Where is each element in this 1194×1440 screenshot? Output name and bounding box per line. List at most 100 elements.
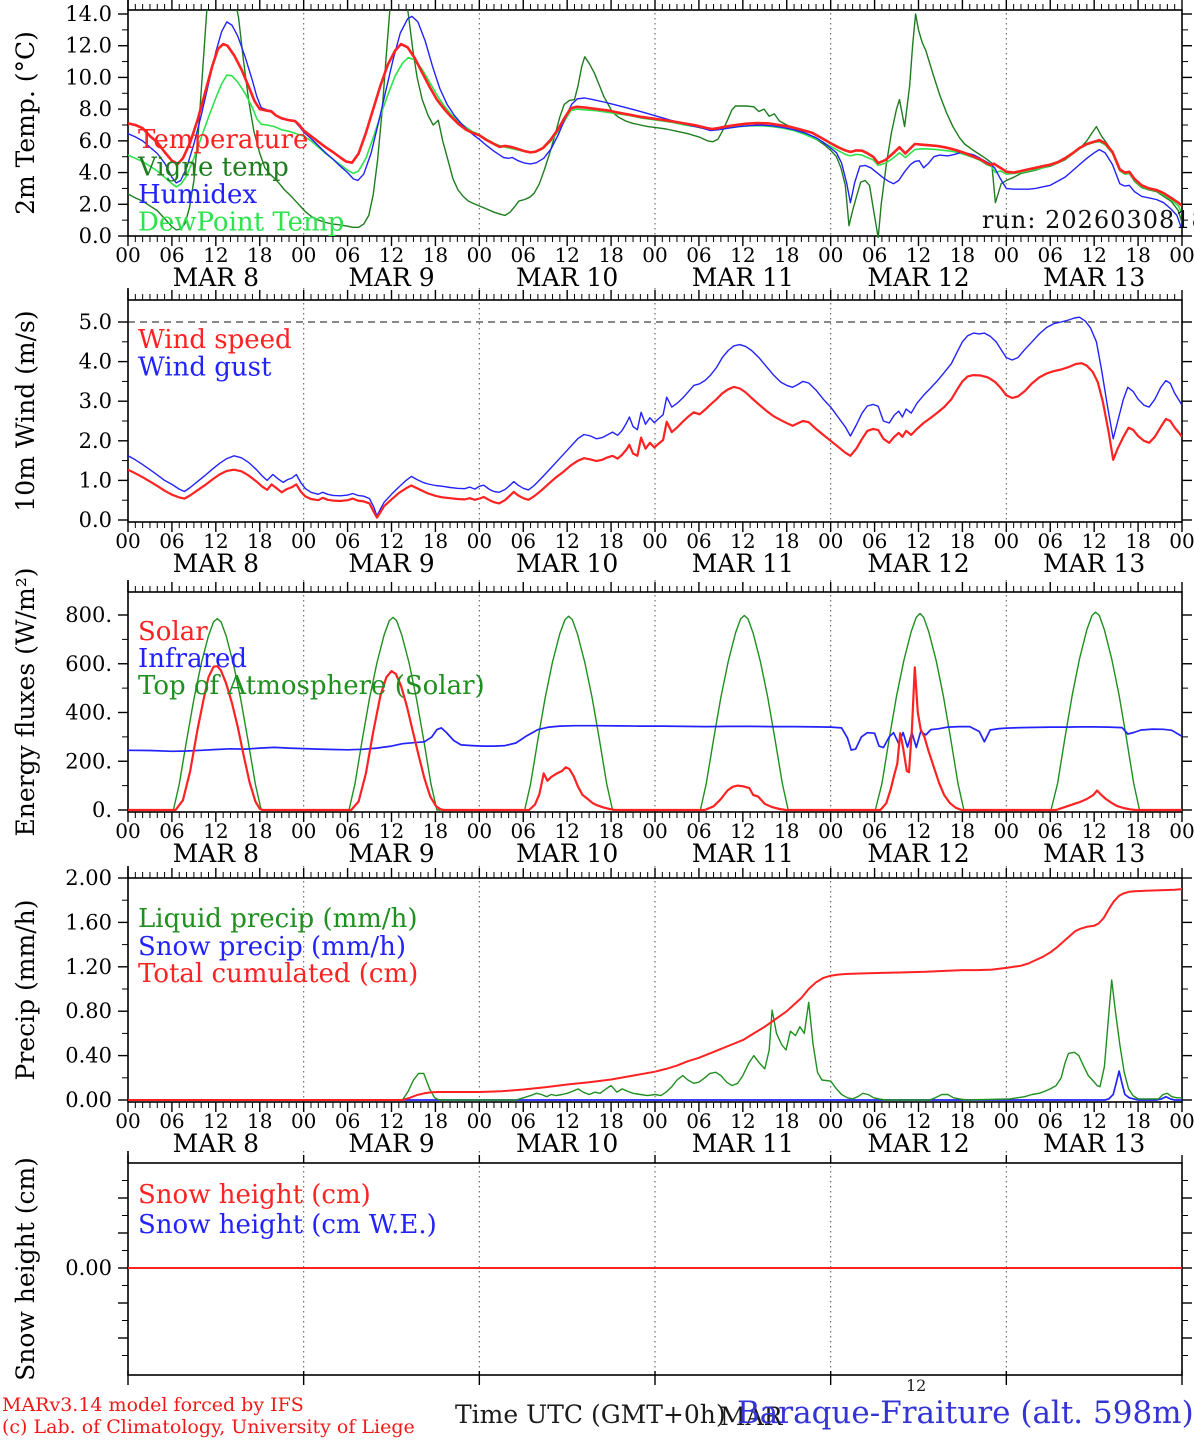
hour-tick-label: 12 (906, 529, 931, 553)
hour-tick-label: 06 (335, 819, 360, 843)
hour-tick-label: 18 (423, 1109, 448, 1133)
hour-tick-label: 00 (115, 529, 140, 553)
legend-energy-0: Solar (138, 617, 208, 647)
hour-tick-label: 06 (1038, 529, 1063, 553)
hour-tick-label: 00 (818, 243, 843, 267)
y-tick-label: 200. (65, 749, 112, 773)
hour-tick-label: 18 (950, 819, 975, 843)
y-tick-label: 0.0 (79, 508, 112, 532)
hour-tick-label: 06 (511, 243, 536, 267)
hour-tick-label: 06 (511, 819, 536, 843)
day-label: MAR 13 (1043, 549, 1145, 578)
day-label: MAR 12 (867, 263, 969, 292)
y-tick-label: 14.0 (65, 2, 112, 26)
series-vigne-temp (128, 10, 1182, 238)
day-label: MAR 8 (173, 549, 259, 578)
hour-tick-label: 12 (730, 243, 755, 267)
hour-tick-label: 18 (950, 243, 975, 267)
series-infrared (128, 724, 1182, 753)
hour-tick-label: 12 (554, 819, 579, 843)
y-axis-title: 2m Temp. (°C) (11, 31, 40, 215)
hour-tick-label: 00 (1169, 819, 1194, 843)
hour-tick-label: 00 (818, 529, 843, 553)
hour-tick-label: 18 (598, 819, 623, 843)
hour-tick-label: 00 (1169, 1109, 1194, 1133)
y-tick-label: 0.00 (65, 1256, 112, 1280)
hour-tick-label: 12 (203, 1109, 228, 1133)
hour-tick-label: 00 (115, 243, 140, 267)
hour-tick-label: 18 (598, 529, 623, 553)
y-tick-label: 800. (65, 603, 112, 627)
series-total-cumulated (128, 888, 1182, 1101)
hour-tick-label: 18 (247, 1109, 272, 1133)
legend-snow-1: Snow height (cm W.E.) (138, 1210, 437, 1240)
series-wind-gust (128, 316, 1182, 517)
y-axis-title: Energy fluxes (W/m²) (11, 568, 40, 837)
y-tick-label: 4.0 (79, 350, 112, 374)
day-label: MAR 13 (1043, 1129, 1145, 1158)
day-label: MAR 10 (516, 549, 618, 578)
hour-tick-label: 06 (335, 529, 360, 553)
y-tick-label: 1.0 (79, 468, 112, 492)
legend-energy-2: Top of Atmosphere (Solar) (138, 671, 485, 701)
hour-tick-label: 18 (598, 1109, 623, 1133)
day-label: MAR 10 (516, 839, 618, 868)
hour-tick-label: 18 (247, 529, 272, 553)
y-tick-label: 400. (65, 701, 112, 725)
day-label: MAR 10 (516, 1129, 618, 1158)
hour-tick-label: 12 (554, 529, 579, 553)
legend-energy-1: Infrared (138, 644, 247, 674)
hour-tick-label: 12 (203, 529, 228, 553)
hour-tick-label: 06 (159, 1109, 184, 1133)
hour-tick-label: 06 (159, 243, 184, 267)
series-wind-speed (128, 362, 1182, 519)
day-label: MAR 11 (692, 263, 794, 292)
day-label: MAR 9 (348, 263, 434, 292)
day-label: MAR 9 (348, 549, 434, 578)
hour-tick-label: 06 (686, 1109, 711, 1133)
day-label: MAR 9 (348, 1129, 434, 1158)
hour-tick-label: 18 (247, 819, 272, 843)
model-credit-line-1: MARv3.14 model forced by IFS (2, 1394, 304, 1416)
hour-tick-label: 00 (642, 1109, 667, 1133)
hour-tick-label: 06 (862, 529, 887, 553)
hour-tick-label: 06 (335, 243, 360, 267)
hour-tick-label: 12 (906, 1109, 931, 1133)
hour-tick-label: 06 (862, 243, 887, 267)
hour-tick-label: 12 (379, 243, 404, 267)
hour-tick-label: 00 (994, 1109, 1019, 1133)
legend-wind-0: Wind speed (138, 325, 292, 355)
hour-tick-label: 00 (467, 819, 492, 843)
day-label: MAR 12 (867, 1129, 969, 1158)
hour-tick-label: 06 (862, 819, 887, 843)
hour-tick-label: 12 (906, 243, 931, 267)
hour-tick-label: 12 (203, 243, 228, 267)
hour-tick-label: 12 (1081, 819, 1106, 843)
y-tick-label: 0.80 (65, 999, 112, 1023)
run-label: run: 2026030818 (982, 206, 1194, 234)
hour-tick-label: 12 (730, 1109, 755, 1133)
hour-tick-label: 18 (950, 529, 975, 553)
hour-tick-label: 00 (818, 1109, 843, 1133)
legend-temperature-2: Humidex (138, 180, 257, 210)
hour-tick-label: 18 (247, 243, 272, 267)
hour-tick-label: 12 (1081, 1109, 1106, 1133)
hour-tick-label: 06 (511, 529, 536, 553)
hour-tick-label: 06 (1038, 243, 1063, 267)
y-tick-label: 0.40 (65, 1044, 112, 1068)
hour-tick-label: 00 (1169, 243, 1194, 267)
legend-temperature-0: Temperature (138, 125, 308, 155)
y-tick-label: 2.0 (79, 429, 112, 453)
hour-tick-label: 18 (774, 1109, 799, 1133)
partial-hour-tick-label: 12 (906, 1376, 927, 1395)
hour-tick-label: 12 (379, 1109, 404, 1133)
hour-tick-label: 12 (1081, 243, 1106, 267)
y-tick-label: 1.60 (65, 910, 112, 934)
y-tick-label: 6.0 (79, 129, 112, 153)
hour-tick-label: 18 (423, 243, 448, 267)
hour-tick-label: 00 (1169, 529, 1194, 553)
hour-tick-label: 00 (291, 529, 316, 553)
day-label: MAR 13 (1043, 839, 1145, 868)
